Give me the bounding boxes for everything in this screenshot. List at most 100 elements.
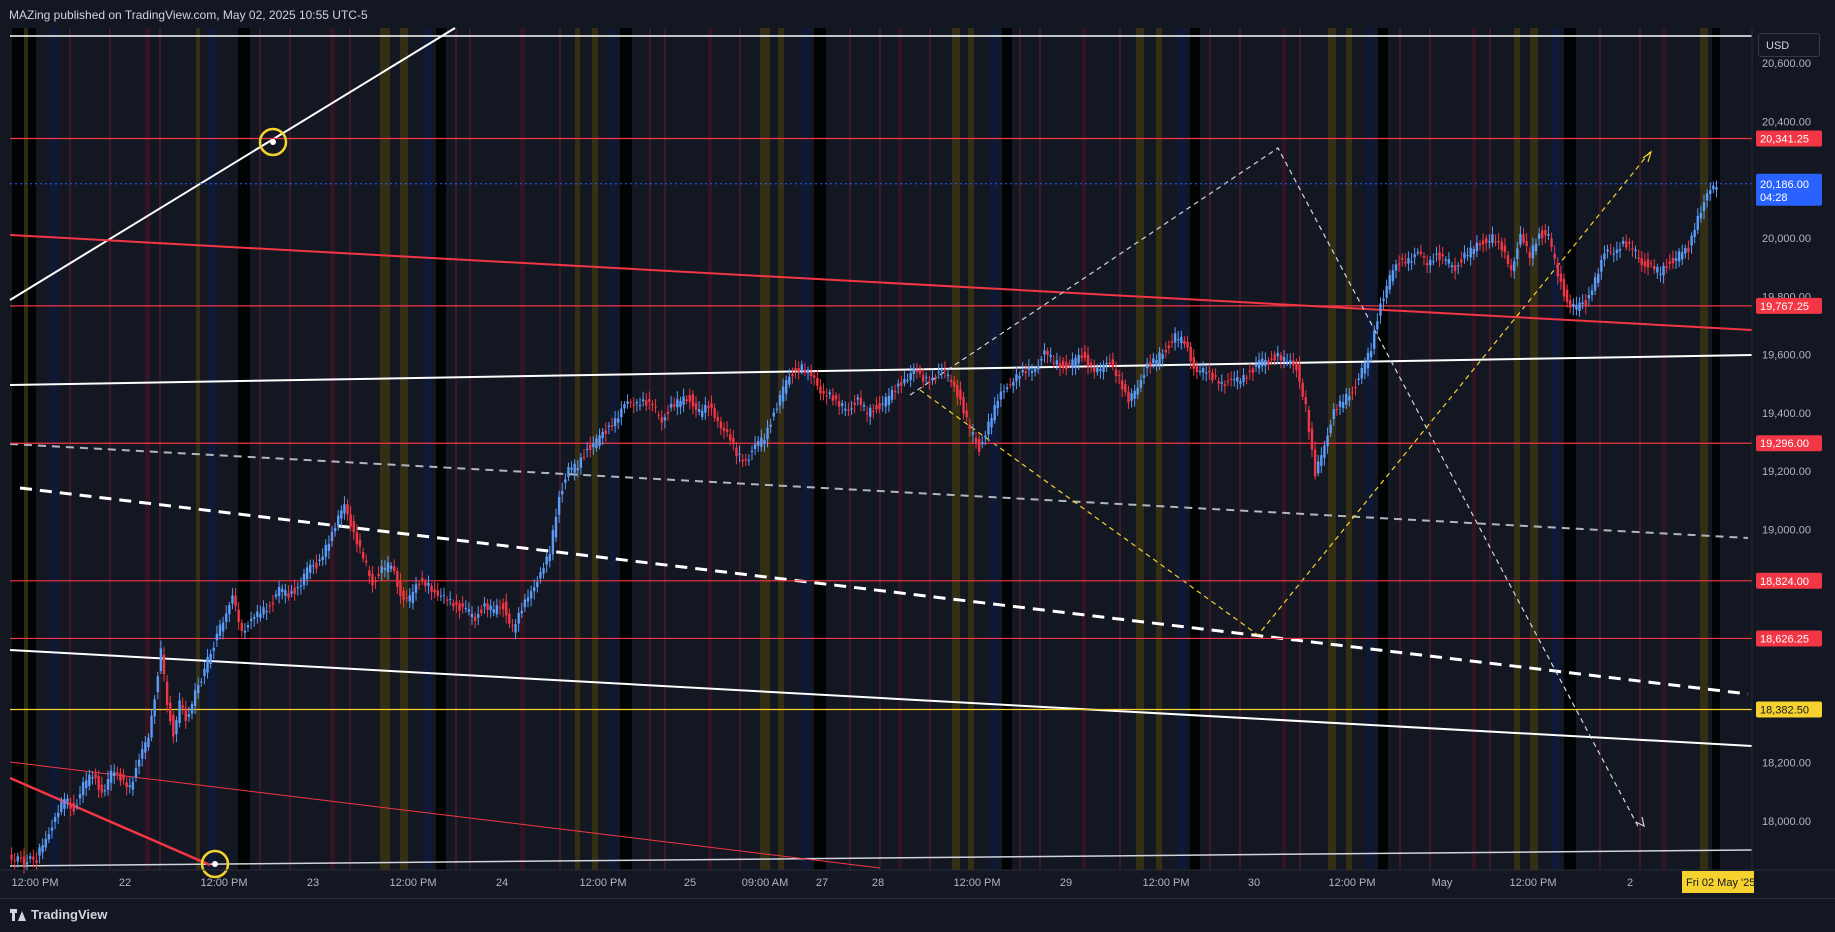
candle-body: [984, 435, 987, 438]
candle-body: [1662, 265, 1665, 276]
x-tick-label: 24: [496, 877, 508, 889]
candle-body: [421, 577, 424, 581]
candle-body: [1463, 252, 1466, 259]
candle-body: [607, 425, 611, 427]
candle-body: [1279, 355, 1283, 361]
candle-body: [834, 395, 838, 400]
candle-body: [1077, 354, 1080, 364]
candle-body: [1295, 362, 1298, 371]
candle-body: [125, 782, 128, 788]
candle-body: [1071, 359, 1074, 368]
candle-body: [679, 400, 682, 408]
candle-body: [1341, 402, 1345, 409]
candle-body: [1609, 251, 1612, 253]
candle-body: [427, 582, 430, 586]
candle-body: [648, 399, 651, 402]
candle-body: [486, 603, 489, 610]
candle-body: [299, 585, 303, 587]
x-tick-label: 09:00 AM: [742, 877, 788, 889]
candle-body: [962, 397, 965, 414]
candle-body: [41, 845, 44, 853]
gray-dashed-line: [9, 443, 1749, 539]
candle-body: [1674, 258, 1678, 261]
candle-body: [430, 586, 433, 592]
candle-body: [109, 770, 113, 783]
candle-body: [1164, 350, 1167, 353]
session-band: [1564, 28, 1576, 870]
candle-body: [489, 605, 492, 611]
candle-body: [1065, 362, 1068, 370]
candle-body: [449, 598, 452, 600]
candle-body: [946, 374, 950, 377]
candle-body: [296, 587, 299, 589]
candle-body: [794, 368, 797, 372]
candle-body: [626, 401, 629, 404]
candle-body: [635, 402, 639, 404]
candle-body: [539, 572, 542, 579]
candle-body: [1043, 350, 1046, 355]
candle-body: [215, 633, 219, 641]
candle-body: [1584, 300, 1587, 307]
candle-body: [517, 612, 520, 624]
candle-body: [704, 404, 707, 413]
candle-body: [265, 611, 268, 613]
y-tick-label: 19,200.00: [1762, 466, 1811, 478]
candle-body: [747, 459, 751, 461]
candle-body: [934, 379, 937, 381]
price-chart[interactable]: 18,000.00 18,200.00 19,000.00 19,200.00 19,4…: [0, 0, 1835, 898]
candle-body: [1360, 368, 1363, 379]
candle-body: [1615, 249, 1619, 254]
candle-body: [1407, 258, 1410, 264]
candle-body: [925, 377, 928, 379]
candle-body: [816, 378, 819, 386]
candle-body: [169, 702, 172, 722]
candle-body: [498, 607, 502, 609]
y-tick-label: 20,400.00: [1762, 116, 1811, 128]
candle-body: [1569, 300, 1572, 308]
candle-body: [865, 413, 869, 415]
candle-body: [1186, 341, 1189, 348]
session-band: [520, 28, 525, 870]
currency-selector[interactable]: USD: [1758, 33, 1820, 57]
candle-body: [1625, 241, 1628, 248]
x-tick-label: 28: [872, 877, 884, 889]
white-lower-line: [9, 649, 1753, 747]
candle-body: [542, 568, 545, 574]
candle-body: [551, 530, 555, 555]
candle-body: [645, 400, 648, 406]
candle-body: [1416, 252, 1419, 254]
candle-body: [561, 490, 564, 495]
tradingview-brand[interactable]: TradingView: [10, 907, 107, 922]
candle-body: [514, 624, 517, 633]
candle-body: [1475, 242, 1479, 252]
candle-body: [1348, 396, 1351, 401]
candle-body: [1649, 263, 1653, 265]
candle-body: [461, 603, 464, 607]
candle-body: [408, 595, 411, 602]
candle-body: [13, 860, 16, 862]
candle-body: [1597, 273, 1600, 283]
candle-body: [402, 590, 405, 600]
candle-body: [999, 391, 1003, 400]
candle-body: [1180, 336, 1183, 343]
candle-body: [1173, 333, 1177, 343]
candle-body: [1099, 369, 1102, 371]
candle-body: [1528, 251, 1531, 258]
candle-body: [1425, 262, 1429, 266]
candle-body: [458, 603, 461, 611]
level-label-box: [1756, 297, 1822, 314]
candle-body: [1317, 461, 1320, 474]
candle-body: [1450, 265, 1454, 268]
chart-annotations: [200, 127, 288, 879]
candle-body: [641, 399, 645, 402]
candle-body: [1074, 357, 1077, 367]
candle-body: [884, 397, 887, 407]
x-tick-label: 30: [1248, 877, 1260, 889]
candle-body: [803, 369, 807, 373]
candle-body: [1432, 261, 1435, 263]
candle-body: [1155, 359, 1158, 366]
candle-body: [259, 613, 262, 618]
session-band: [610, 28, 616, 870]
candle-body: [1009, 384, 1012, 386]
candle-body: [386, 562, 390, 573]
